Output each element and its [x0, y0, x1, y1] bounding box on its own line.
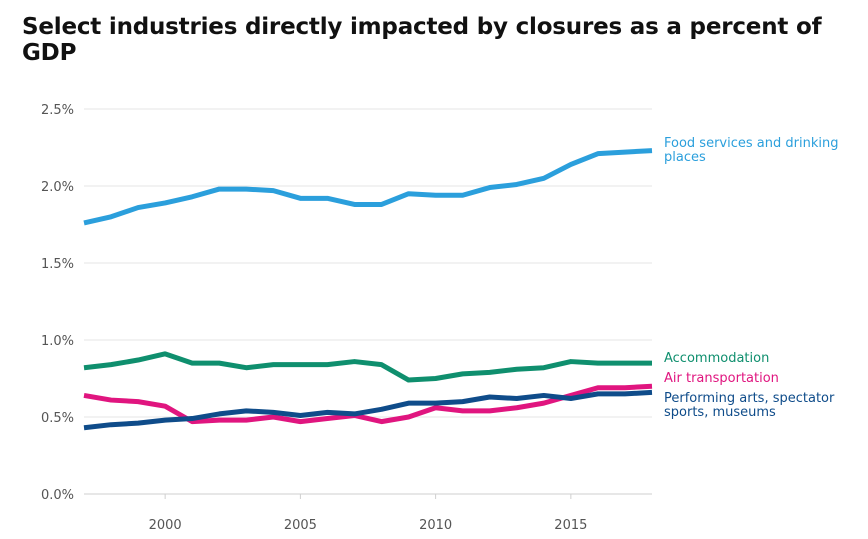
series-label: Accommodation — [664, 351, 769, 366]
series-label: sports, museums — [664, 405, 776, 420]
grid-lines — [84, 108, 652, 495]
y-tick-label: 2.0% — [41, 180, 74, 195]
series-line-1 — [83, 148, 653, 226]
series-label: places — [664, 150, 706, 165]
x-axis: 2000 2005 2010 2015 — [149, 494, 587, 533]
series-label: Food services and drinking — [664, 136, 838, 151]
x-tick-label: 2010 — [419, 518, 452, 533]
y-tick-label: 1.0% — [41, 334, 74, 349]
x-tick-label: 2005 — [284, 518, 317, 533]
chart-title: Select industries directly impacted by c… — [22, 14, 822, 66]
y-tick-label: 2.5% — [41, 103, 74, 118]
y-tick-label: 0.5% — [41, 411, 74, 426]
x-tick-label: 2000 — [149, 518, 182, 533]
series-lines — [83, 148, 653, 431]
series-line-3 — [83, 383, 653, 425]
series-line-2 — [83, 351, 652, 383]
y-tick-label: 1.5% — [41, 257, 74, 272]
series-label: Performing arts, spectator — [664, 391, 835, 406]
series-label: Air transportation — [664, 371, 779, 386]
x-tick-label: 2015 — [554, 518, 587, 533]
series-line-4 — [83, 389, 653, 431]
y-axis: 0.0% 0.5% 1.0% 1.5% 2.0% 2.5% — [41, 103, 74, 503]
y-tick-label: 0.0% — [41, 488, 74, 503]
